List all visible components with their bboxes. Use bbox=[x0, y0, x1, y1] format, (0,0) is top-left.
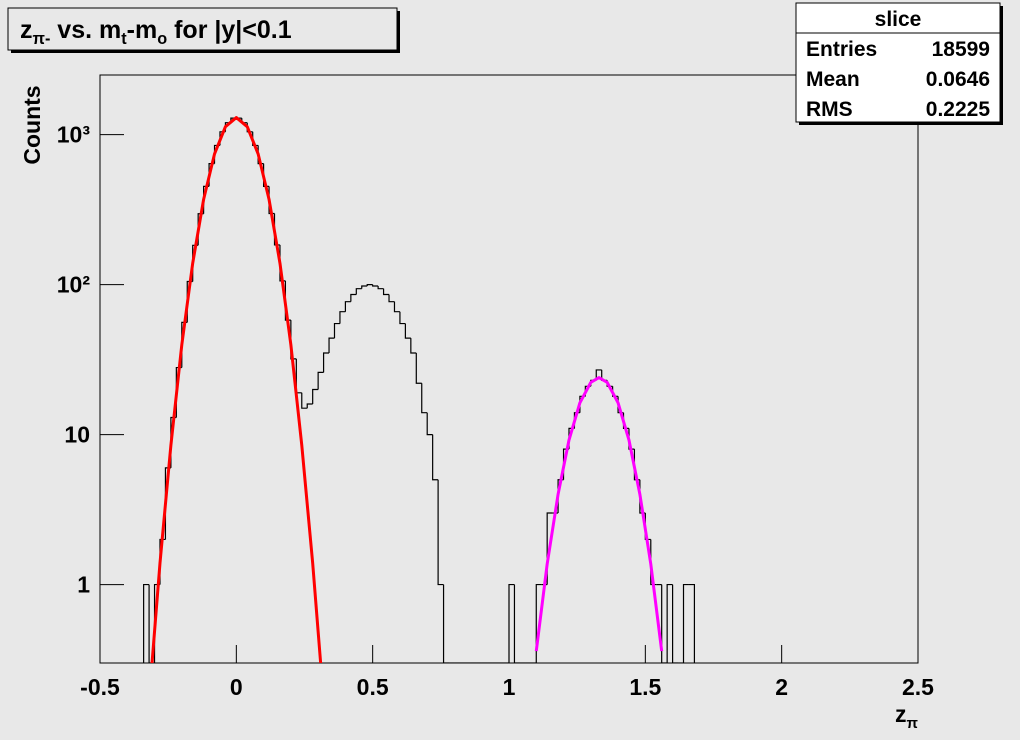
histogram-bin bbox=[366, 284, 373, 286]
histogram-bin bbox=[508, 583, 515, 663]
histogram-bin bbox=[344, 301, 351, 312]
stats-label: Mean bbox=[806, 68, 860, 91]
histogram-bin bbox=[666, 583, 673, 663]
histogram-bin bbox=[421, 383, 428, 414]
stats-value: 18599 bbox=[932, 38, 990, 61]
title-box bbox=[7, 7, 398, 51]
histogram-bin bbox=[372, 284, 379, 287]
stats-label: Entries bbox=[806, 38, 877, 61]
x-tick-label: 0.5 bbox=[357, 674, 389, 700]
y-tick-label: 10³ bbox=[57, 122, 91, 148]
fit-curve bbox=[150, 116, 323, 663]
x-tick-label: 1.5 bbox=[629, 674, 661, 700]
histogram-bin bbox=[415, 353, 422, 384]
histogram-bin bbox=[377, 285, 384, 290]
histogram-bin bbox=[148, 584, 155, 663]
histogram-bin bbox=[442, 584, 450, 663]
histogram-bin bbox=[399, 311, 406, 325]
histogram-bin bbox=[312, 388, 319, 405]
text-part: t bbox=[121, 30, 127, 48]
histogram-bin bbox=[382, 288, 390, 296]
histogram-bin bbox=[410, 338, 417, 354]
text-part: vs. m bbox=[50, 16, 121, 44]
histogram-bin bbox=[301, 392, 308, 409]
histogram-bin bbox=[393, 301, 400, 313]
histogram-bin bbox=[306, 403, 313, 409]
histogram-bin bbox=[355, 288, 362, 295]
histogram-bin bbox=[404, 323, 411, 339]
histogram-bin bbox=[322, 352, 330, 373]
histogram-bin bbox=[361, 285, 368, 289]
histogram-bin bbox=[595, 369, 602, 381]
stats-value: 0.0646 bbox=[926, 68, 990, 91]
histogram bbox=[143, 116, 696, 663]
x-tick-label: 0 bbox=[230, 674, 243, 700]
x-tick-label: 2.5 bbox=[902, 674, 934, 700]
histogram-bin bbox=[437, 479, 444, 586]
chart-title: zπ- vs. mt-mo for |y|<0.1 bbox=[20, 16, 292, 48]
histogram-bin bbox=[290, 320, 297, 360]
x-tick-label: -0.5 bbox=[80, 674, 120, 700]
histogram-bin bbox=[339, 311, 346, 324]
histogram-bin bbox=[328, 337, 335, 354]
text-part: π- bbox=[33, 30, 51, 48]
y-tick-label: 10 bbox=[64, 422, 90, 448]
x-tick-label: 1 bbox=[503, 674, 516, 700]
text-part: z bbox=[20, 16, 33, 44]
y-tick-label: 1 bbox=[77, 572, 90, 598]
stats-title: slice bbox=[875, 8, 922, 31]
text-part: o bbox=[157, 30, 167, 48]
text-part: -m bbox=[127, 16, 158, 44]
text-part: z bbox=[895, 701, 907, 727]
stats-box bbox=[795, 2, 1001, 123]
stats-label: RMS bbox=[806, 98, 853, 121]
frame bbox=[99, 74, 919, 664]
x-axis-label: zπ bbox=[895, 701, 919, 732]
histogram-bin bbox=[426, 412, 433, 436]
text-part: for |y|<0.1 bbox=[167, 16, 292, 44]
histogram-bin bbox=[513, 584, 520, 663]
histogram-bin bbox=[432, 434, 439, 481]
x-tick-label: 2 bbox=[775, 674, 788, 700]
histogram-bin bbox=[535, 583, 542, 663]
histogram-bin bbox=[661, 584, 668, 663]
fit-curve bbox=[534, 376, 664, 652]
y-axis-label: Counts bbox=[19, 85, 45, 164]
histogram-bin bbox=[682, 583, 689, 663]
histogram-bin bbox=[143, 583, 150, 663]
stats-value: 0.2225 bbox=[926, 98, 991, 121]
y-tick-label: 10² bbox=[57, 272, 91, 298]
text-part: π bbox=[907, 715, 919, 732]
histogram-bin bbox=[317, 371, 324, 390]
histogram-bin bbox=[688, 583, 696, 663]
histogram-bin bbox=[333, 322, 340, 339]
histogram-bin bbox=[350, 293, 357, 302]
histogram-bin bbox=[388, 294, 395, 303]
histogram-bin bbox=[672, 584, 679, 663]
